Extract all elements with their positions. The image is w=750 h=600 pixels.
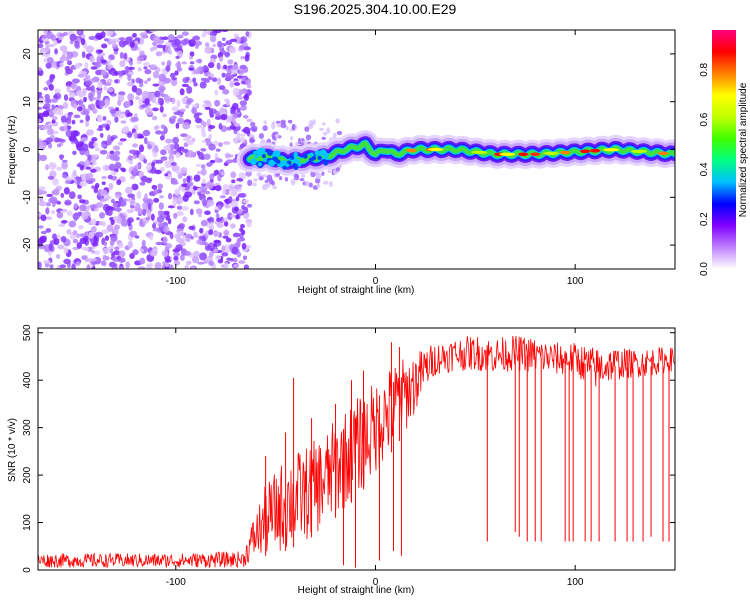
chart-title: S196.2025.304.10.00.E29 [294,1,457,17]
x-tick-label: 0 [373,577,379,588]
colorbar-ticks: 0.0 0.2 0.4 0.6 0.8 [699,62,710,276]
snr-panel: -100 0 100 0 100 200 300 400 500 Height of stra… [7,324,676,596]
snr-x-ticks: -100 0 100 [166,328,584,588]
y-tick-label: 20 [22,48,33,60]
colorbar-tick-label: 0.2 [699,212,710,226]
y-tick-label: 500 [22,324,33,341]
snr-spikes [265,342,670,568]
colorbar-tick-label: 0.4 [699,162,710,176]
y-tick-label: 0 [22,146,33,152]
spectrogram-x-ticks: -100 0 100 [166,30,584,287]
colorbar-label: Normalized spectral amplitude [738,82,749,217]
spectrogram-y-label: Frequency (Hz) [7,116,18,185]
x-tick-label: 0 [373,276,379,287]
colorbar-tick-label: 0.0 [699,262,710,276]
y-tick-label: 300 [22,419,33,436]
y-tick-label: 100 [22,514,33,531]
colorbar-gradient [712,30,736,269]
y-tick-label: 400 [22,371,33,388]
x-tick-label: 100 [567,276,584,287]
snr-y-ticks: 0 100 200 300 400 500 [22,324,675,573]
y-tick-label: -10 [22,190,33,205]
colorbar: 0.0 0.2 0.4 0.6 0.8 Normalized spectral ampl… [699,30,749,276]
y-tick-label: 200 [22,466,33,483]
noise-speckle [38,30,343,269]
colorbar-tick-label: 0.6 [699,112,710,126]
colorbar-tick-label: 0.8 [699,62,710,76]
snr-x-label: Height of straight line (km) [298,585,415,596]
spectrogram-x-label: Height of straight line (km) [298,285,415,296]
x-tick-label: -100 [166,577,186,588]
snr-plot-area [38,335,675,569]
y-tick-label: 10 [22,96,33,108]
x-tick-label: -100 [166,276,186,287]
signal-ridge [236,130,675,176]
spectrogram-plot-area [38,30,675,269]
snr-y-label: SNR (10 * v/v) [7,418,18,482]
y-tick-label: -20 [22,237,33,252]
snr-series-line [38,335,675,569]
x-tick-label: 100 [567,577,584,588]
y-tick-label: 0 [22,567,33,573]
snr-frame [37,327,676,571]
spectrogram-y-ticks: -20 -10 0 10 20 [22,48,675,252]
